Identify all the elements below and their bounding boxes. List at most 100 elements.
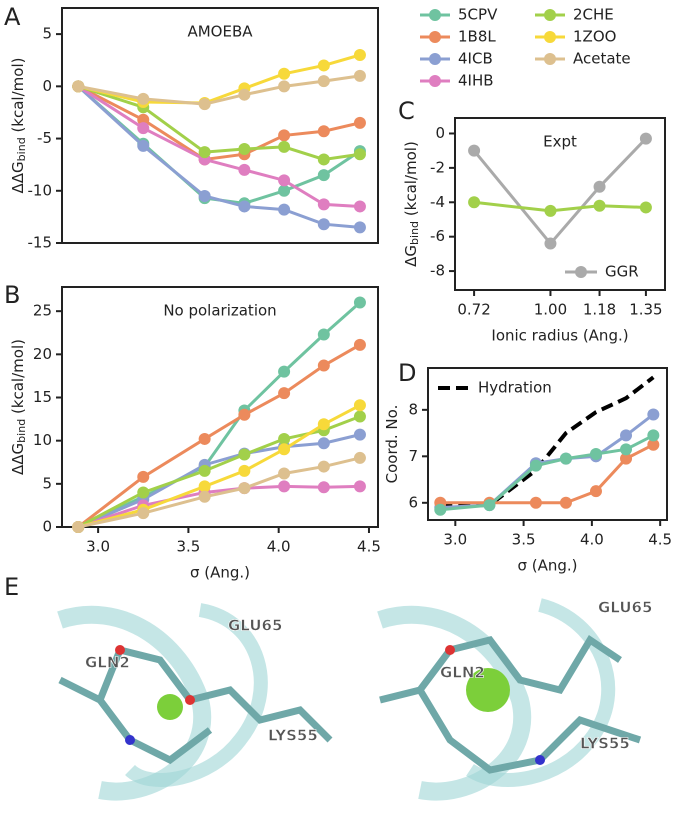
annotation: AMOEBA: [187, 23, 253, 41]
point: [238, 408, 251, 421]
point: [620, 429, 633, 442]
point: [317, 59, 330, 72]
point: [317, 169, 330, 182]
series-line: [77, 85, 361, 205]
atom: [535, 755, 545, 765]
point: [278, 80, 291, 93]
x-axis-label: Ionic radius (Ang.): [491, 327, 628, 345]
point: [559, 496, 572, 509]
point: [353, 399, 366, 412]
point: [647, 408, 660, 421]
atom: [445, 645, 455, 655]
y-tick-label: -8: [430, 262, 445, 280]
point: [278, 480, 291, 493]
legend-marker: [429, 31, 441, 43]
plot-frame: [61, 286, 379, 528]
series-line: [472, 137, 647, 246]
series-line: [440, 443, 655, 505]
point: [647, 438, 660, 451]
y-label-unit: (kcal/mol): [402, 141, 420, 221]
y-tick-label: -10: [28, 181, 53, 199]
point: [198, 146, 211, 159]
x-tick-label: 3.0: [86, 538, 110, 556]
point: [317, 125, 330, 138]
plot-frame: [427, 367, 668, 521]
panel-label: C: [398, 97, 415, 125]
plot-frame: [454, 117, 666, 291]
point: [647, 429, 660, 442]
x-axis-label: σ (Ang.): [517, 557, 577, 575]
point: [238, 200, 251, 213]
y-tick-label: 8: [408, 400, 418, 418]
point: [468, 144, 481, 157]
point: [468, 196, 481, 209]
legend-marker: [544, 53, 556, 65]
point: [278, 203, 291, 216]
point: [198, 490, 211, 503]
atom: [115, 645, 125, 655]
point: [198, 464, 211, 477]
y-tick-label: 10: [33, 431, 52, 449]
point: [198, 432, 211, 445]
point: [278, 443, 291, 456]
series-line: [77, 456, 361, 529]
point: [198, 98, 211, 111]
y-axis-label: ΔΔGbind (kcal/mol): [9, 58, 29, 194]
point: [353, 480, 366, 493]
x-tick-label: 0.72: [457, 301, 490, 319]
residue-label: GLU65: [228, 617, 282, 635]
point: [317, 75, 330, 88]
point: [238, 88, 251, 101]
point: [278, 129, 291, 142]
annotation: Expt: [543, 133, 577, 151]
point: [317, 437, 330, 450]
legend-marker: [544, 31, 556, 43]
point: [317, 460, 330, 473]
y-tick-label: 6: [408, 493, 418, 511]
point: [639, 132, 652, 145]
point: [278, 432, 291, 445]
legend-label: Acetate: [573, 50, 631, 68]
y-axis-label: ΔΔGbind (kcal/mol): [9, 339, 29, 475]
x-tick-label: 1.18: [583, 301, 616, 319]
residue-label: GLN2: [85, 654, 130, 672]
point: [238, 448, 251, 461]
x-tick-label: 4.5: [357, 538, 381, 556]
y-label-main: ΔΔG: [9, 443, 27, 475]
point: [544, 204, 557, 217]
annotation: No polarization: [163, 302, 276, 320]
point: [529, 459, 542, 472]
sticks: [379, 635, 642, 774]
plot-frame: [61, 7, 379, 244]
y-label-unit: (kcal/mol): [9, 339, 27, 419]
point: [639, 201, 652, 214]
atom: [125, 735, 135, 745]
point: [353, 338, 366, 351]
series-line: [77, 85, 361, 208]
point: [589, 485, 602, 498]
point: [72, 80, 85, 93]
legend-label: 1B8L: [458, 28, 496, 46]
legend-label: 2CHE: [573, 6, 614, 24]
point: [434, 503, 447, 516]
point: [278, 184, 291, 197]
point: [353, 69, 366, 82]
point: [353, 148, 366, 161]
point: [317, 418, 330, 431]
y-label-main: ΔΔG: [9, 161, 27, 193]
ribbon: [377, 605, 532, 801]
point: [238, 143, 251, 155]
point: [137, 113, 150, 126]
residue-label: LYS55: [580, 735, 630, 753]
y-axis-label: ΔGbind (kcal/mol): [402, 141, 422, 267]
point: [559, 452, 572, 465]
point: [278, 365, 291, 378]
point: [278, 140, 291, 153]
point: [353, 200, 366, 213]
point: [137, 139, 150, 152]
point: [238, 482, 251, 495]
y-tick-label: -6: [430, 227, 445, 245]
point: [137, 470, 150, 483]
